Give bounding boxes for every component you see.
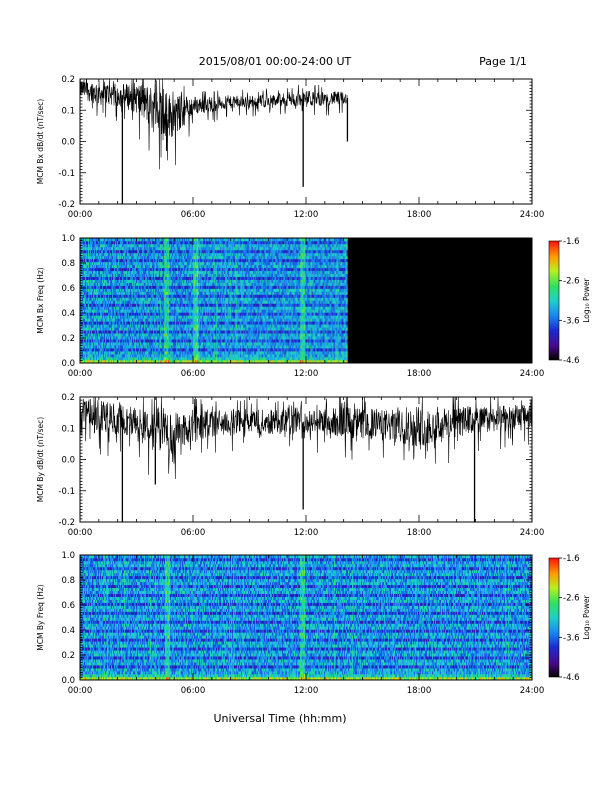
date-range-title: 2015/08/01 00:00-24:00 UT xyxy=(199,55,352,68)
y-tick-label: -0.1 xyxy=(58,169,75,179)
y-tick-label: 0.0 xyxy=(61,138,75,148)
spectrogram-cells xyxy=(80,238,348,363)
y-tick-label: -0.2 xyxy=(58,200,75,210)
bx-dbdt-panel: 00:00 06:00 12:00 18:00 24:00 -0.2 -0.1 0.0 0.1 0… xyxy=(36,75,544,220)
dbdt-trace xyxy=(80,79,347,169)
x-tick-label: 24:00 xyxy=(520,210,545,220)
y-tick-label: 0.1 xyxy=(61,106,75,116)
x-tick-label: 12:00 xyxy=(294,210,319,220)
x-tick-label: 00:00 xyxy=(68,210,93,220)
magnetometer-report-page: 2015/08/01 00:00-24:00 UT Page 1/1 00:00… xyxy=(0,0,612,792)
page-label: Page 1/1 xyxy=(479,55,527,68)
x-tick-label: 18:00 xyxy=(407,210,432,220)
y-axis-title: MCM Bx dB/dt (nT/sec) xyxy=(36,99,45,184)
y-tick-label: 0.2 xyxy=(61,75,75,85)
x-tick-label: 06:00 xyxy=(181,210,206,220)
